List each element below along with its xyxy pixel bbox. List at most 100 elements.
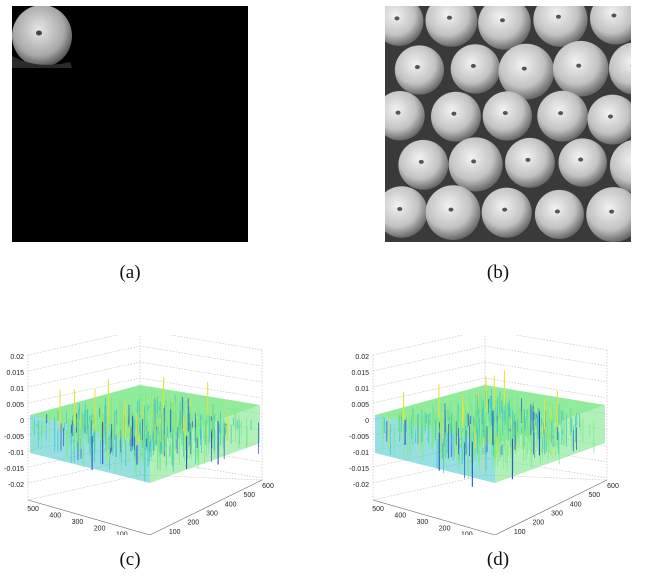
surface-plot-d: 0.02 0.015 0.01 0.005 0 -0.005 -0.01 -0.015 -0.0… [349,335,619,535]
y-tick-label: 300 [551,511,563,518]
apple [425,6,478,47]
z-tick-label: 0.02 [355,354,369,361]
caption-d: (d) [486,549,510,570]
apple [385,186,428,238]
caption-a: (a) [119,262,141,283]
apple-stem [502,207,508,212]
x-tick-label: 400 [394,513,406,520]
apple-stem [414,65,420,70]
apple [385,91,425,141]
z-tick-label: 0.02 [10,354,24,361]
z-tick-label: 0 [365,418,369,425]
y-tick-label: 500 [588,492,600,499]
z-tick-label: -0.005 [349,434,369,441]
noise-surface [375,370,605,487]
apple [586,187,631,242]
z-tick-label: 0.005 [6,402,24,409]
apple-stem [394,16,400,21]
apple [448,137,503,192]
apple [505,137,555,188]
apple-stem [554,209,560,214]
apple [534,189,584,239]
apple-stem [607,114,613,119]
apple-stem [397,206,403,211]
apple-stem [418,159,424,164]
y-tick-label: 100 [514,529,526,535]
x-tick-label: 100 [116,532,128,535]
apple [587,94,631,145]
apple-stem [446,15,452,20]
panel-a-image [12,6,248,242]
apple-stem [611,13,617,18]
x-tick-label: 200 [94,525,106,532]
y-tick-label: 600 [262,483,274,490]
apple-stem [578,157,584,162]
z-tick-label: -0.01 [353,450,369,457]
caption-c: (c) [119,549,141,570]
apple-stem [499,18,505,23]
apple-grayscale-icon [12,6,72,68]
z-tick-label: 0.01 [355,386,369,393]
x-tick-label: 100 [461,532,473,535]
apple [481,187,532,238]
z-tick-label: -0.005 [4,434,24,441]
x-tick-label: 500 [27,506,39,513]
apple-stem [558,111,564,116]
apple-stem [576,63,582,68]
x-tick-label: 400 [49,513,61,520]
apple-stem [521,66,527,71]
z-tick-label: -0.01 [8,450,24,457]
z-tick-label: 0.01 [10,386,24,393]
panel-b-image [385,6,631,242]
apple-stem [448,207,454,212]
apple [482,91,532,141]
apple [394,45,445,95]
apple-stem [470,63,476,68]
x-tick-label: 500 [372,506,384,513]
z-tick-label: -0.015 [4,466,24,473]
surface-plot-c: 0.02 0.015 0.01 0.005 0 -0.005 -0.01 -0.015 -0.0… [4,335,274,535]
apple [425,185,481,240]
z-tick-label: 0 [20,418,24,425]
apple-stem [525,157,531,162]
apple-stem [451,111,457,116]
z-tick-label: 0.005 [351,402,369,409]
apple [478,6,531,50]
y-tick-label: 300 [206,511,218,518]
apple-grid-icon [385,6,631,242]
noise-surface [30,377,260,483]
apple-stem [555,14,561,19]
apple [558,138,607,187]
z-tick-label: 0.015 [351,370,369,377]
apple [552,40,609,97]
y-tick-label: 400 [225,501,237,508]
x-tick-label: 200 [439,525,451,532]
apple-stem [395,110,401,115]
y-tick-label: 400 [570,501,582,508]
y-tick-label: 600 [607,483,619,490]
apple [385,6,424,46]
z-tick-label: -0.02 [8,482,24,489]
apple [430,91,481,142]
y-tick-label: 200 [532,520,544,527]
apple [537,90,589,142]
x-tick-label: 300 [417,519,429,526]
y-tick-label: 200 [187,520,199,527]
y-tick-label: 100 [169,529,181,535]
apple [608,42,631,95]
apple [498,43,555,100]
apple [609,140,631,193]
z-tick-label: -0.015 [349,466,369,473]
apple [589,6,631,45]
z-tick-label: -0.02 [353,482,369,489]
apple [533,6,588,47]
apple-stem [471,159,477,164]
apple-stem [609,209,615,214]
apple [450,44,501,94]
caption-b: (b) [486,262,510,283]
y-tick-label: 500 [243,492,255,499]
apple [398,139,449,190]
x-tick-label: 300 [72,519,84,526]
z-tick-label: 0.015 [6,370,24,377]
apple-stem [502,110,508,115]
